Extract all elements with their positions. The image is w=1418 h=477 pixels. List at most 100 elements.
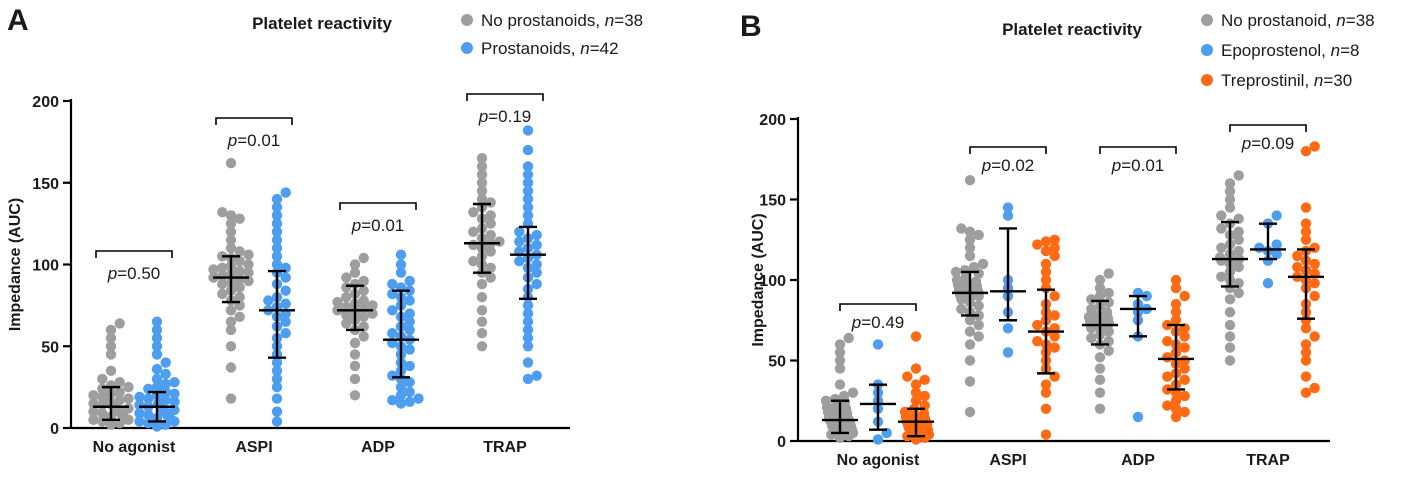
comparison-bracket — [839, 303, 917, 311]
y-axis-label: Impedance (AUC) — [750, 213, 767, 346]
data-point — [169, 377, 180, 388]
data-point — [1300, 371, 1312, 382]
data-point — [225, 341, 237, 352]
data-point — [485, 262, 496, 273]
data-point — [1216, 242, 1227, 253]
comparison-bracket — [969, 146, 1047, 154]
data-point — [134, 408, 145, 419]
data-point — [1040, 266, 1052, 278]
data-point — [468, 226, 479, 237]
legend-entry: Treprostinil, n=30 — [1221, 71, 1352, 90]
x-tick-label: ASPI — [989, 452, 1026, 469]
comparison-bracket — [339, 202, 417, 210]
data-point — [910, 395, 922, 406]
x-tick-label: TRAP — [1246, 452, 1290, 469]
data-point — [964, 250, 976, 262]
data-point — [395, 249, 407, 260]
data-point — [1086, 303, 1097, 315]
data-point — [968, 261, 980, 273]
data-point — [271, 406, 283, 417]
data-point — [522, 202, 534, 213]
data-point — [476, 193, 488, 205]
data-point — [1103, 297, 1114, 308]
y-tick-label: 50 — [768, 354, 786, 371]
data-point — [514, 256, 525, 267]
data-point — [476, 161, 488, 172]
data-point — [522, 144, 534, 156]
data-point — [1049, 234, 1060, 245]
data-point — [404, 324, 415, 336]
data-point — [208, 264, 219, 275]
data-point — [358, 275, 369, 287]
data-point — [1309, 258, 1320, 270]
y-tick-label: 150 — [759, 193, 786, 210]
data-point — [485, 210, 496, 221]
data-point — [950, 266, 962, 278]
data-point — [114, 318, 125, 329]
data-point — [358, 285, 369, 296]
data-point — [349, 259, 361, 270]
comparison-bracket — [1099, 146, 1177, 154]
data-point — [271, 218, 283, 229]
data-point — [413, 393, 424, 404]
data-point — [485, 218, 496, 229]
y-tick-label: 150 — [32, 176, 59, 193]
data-point — [1094, 290, 1106, 302]
data-point — [143, 409, 154, 421]
data-point — [1224, 178, 1236, 189]
data-point — [1309, 290, 1320, 302]
data-point — [271, 242, 283, 254]
data-point — [910, 387, 922, 398]
data-point — [271, 365, 283, 376]
data-point — [910, 363, 922, 374]
data-point — [234, 282, 245, 293]
legend-entry: Prostanoids, n=42 — [481, 39, 619, 58]
data-point — [151, 316, 163, 327]
data-point — [1049, 331, 1060, 342]
data-point — [476, 305, 488, 316]
p-value-label: p=0.01 — [351, 216, 404, 235]
data-point — [1214, 252, 1226, 263]
data-point — [151, 381, 163, 393]
comparison-bracket — [95, 250, 173, 258]
data-point — [918, 408, 930, 419]
data-point — [1170, 307, 1182, 318]
data-point — [280, 298, 291, 309]
data-point — [1040, 379, 1052, 390]
data-point — [1132, 411, 1144, 423]
x-tick-label: ADP — [361, 439, 395, 456]
data-point — [217, 278, 228, 290]
data-point — [225, 234, 237, 246]
data-point — [271, 226, 283, 237]
data-point — [1271, 239, 1282, 250]
data-point — [404, 275, 415, 287]
data-point — [522, 341, 534, 352]
data-point — [522, 357, 534, 368]
data-point — [349, 349, 361, 360]
data-point — [468, 207, 479, 218]
data-point — [522, 308, 534, 319]
data-point — [1300, 387, 1312, 398]
data-point — [105, 419, 117, 430]
data-point — [225, 210, 237, 221]
data-point — [1271, 210, 1282, 221]
data-point — [973, 300, 984, 311]
data-point — [1103, 287, 1114, 299]
data-point — [1170, 282, 1182, 294]
data-point — [964, 226, 976, 237]
panel-b: B Platelet reactivity No prostanoid, n=38 E… — [740, 10, 1375, 469]
data-point — [476, 169, 488, 180]
data-point — [1233, 287, 1244, 299]
data-point — [160, 368, 171, 380]
data-point — [341, 272, 352, 283]
data-point — [271, 202, 283, 213]
data-point — [123, 403, 134, 414]
data-point — [234, 256, 245, 267]
data-point — [843, 332, 854, 344]
data-point — [280, 328, 291, 339]
data-point — [367, 300, 378, 311]
data-point — [97, 391, 108, 403]
data-point — [358, 252, 369, 264]
data-point — [1224, 202, 1236, 213]
x-tick-label: ADP — [1121, 452, 1155, 469]
